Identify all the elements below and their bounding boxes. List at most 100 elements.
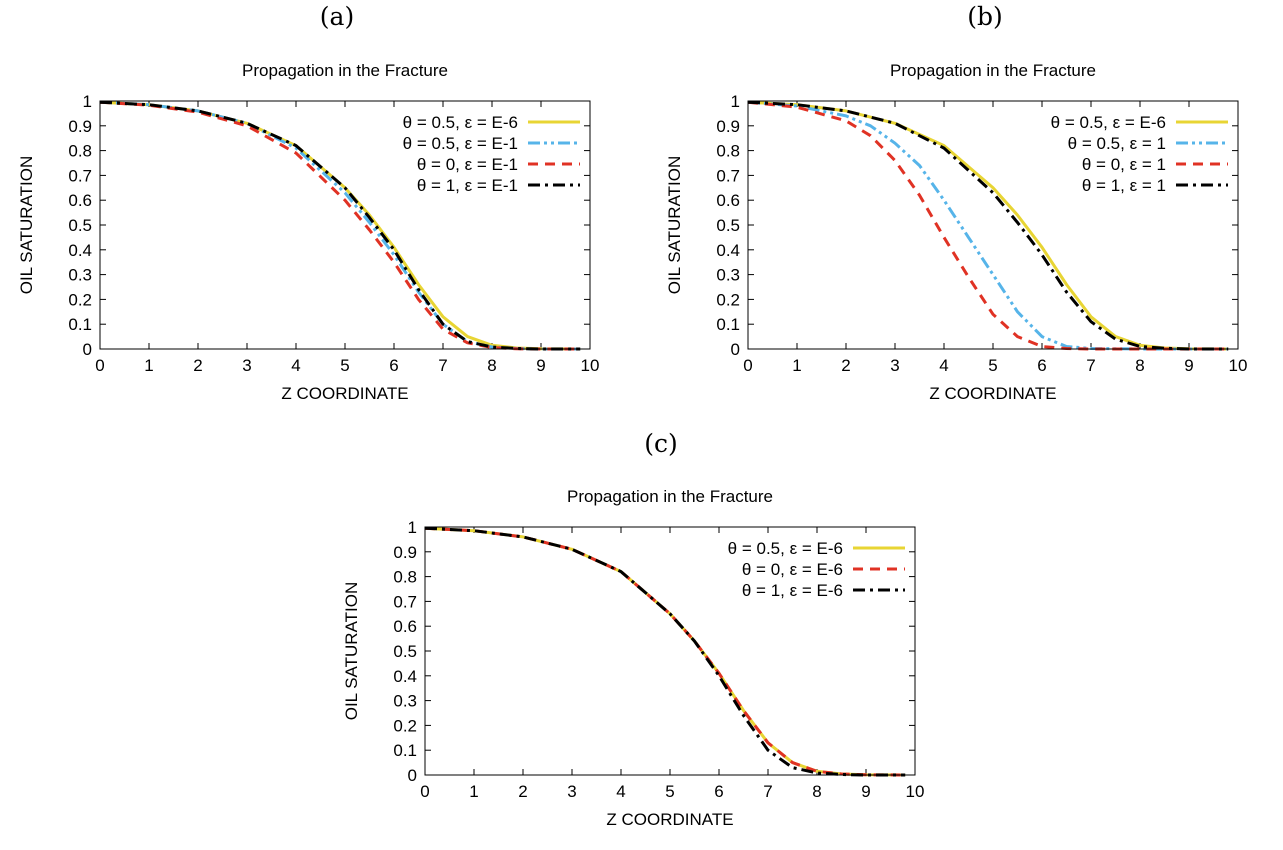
y-tick-label: 0.2 (68, 290, 92, 309)
x-tick-label: 0 (743, 356, 752, 375)
y-tick-label: 0.8 (68, 142, 92, 161)
y-tick-label: 0.2 (716, 290, 740, 309)
x-tick-label: 3 (890, 356, 899, 375)
y-tick-label: 0 (408, 766, 417, 785)
y-tick-label: 0.3 (393, 692, 417, 711)
y-tick-label: 0.9 (716, 117, 740, 136)
x-tick-label: 8 (1135, 356, 1144, 375)
x-axis-label: Z COORDINATE (929, 384, 1056, 403)
chart-title: Propagation in the Fracture (242, 61, 448, 80)
legend-label: θ = 0, ε = E-1 (417, 155, 518, 174)
chart-title: Propagation in the Fracture (890, 61, 1096, 80)
x-tick-label: 7 (1086, 356, 1095, 375)
series-line (747, 100, 1229, 351)
x-tick-label: 1 (469, 782, 478, 801)
legend-label: θ = 0.5, ε = E-6 (1051, 113, 1166, 132)
panel-label-b: (b) (967, 2, 1003, 31)
legend-label: θ = 1, ε = E-6 (742, 581, 843, 600)
y-tick-label: 0.1 (393, 741, 417, 760)
y-tick-label: 0.7 (716, 166, 740, 185)
y-tick-label: 0.1 (68, 315, 92, 334)
y-tick-label: 0.3 (68, 266, 92, 285)
legend-label: θ = 1, ε = 1 (1082, 176, 1166, 195)
y-tick-label: 0.5 (393, 642, 417, 661)
y-tick-label: 0.9 (68, 117, 92, 136)
y-tick-label: 1 (731, 92, 740, 111)
y-tick-label: 0.9 (393, 543, 417, 562)
y-tick-label: 0.7 (393, 592, 417, 611)
plot-frame (424, 526, 916, 776)
x-tick-label: 2 (518, 782, 527, 801)
y-tick-label: 0.8 (393, 568, 417, 587)
x-tick-label: 7 (438, 356, 447, 375)
x-tick-label: 2 (841, 356, 850, 375)
y-tick-label: 0.6 (68, 191, 92, 210)
x-tick-label: 10 (1229, 356, 1248, 375)
y-tick-label: 0.3 (716, 266, 740, 285)
chart-title: Propagation in the Fracture (567, 487, 773, 506)
x-tick-label: 9 (1184, 356, 1193, 375)
legend-label: θ = 0.5, ε = E-1 (403, 134, 518, 153)
y-tick-label: 1 (83, 92, 92, 111)
y-tick-label: 0.4 (68, 241, 92, 260)
x-tick-label: 0 (95, 356, 104, 375)
y-tick-label: 0.6 (393, 617, 417, 636)
series-line (747, 100, 1229, 351)
y-tick-label: 0.4 (393, 667, 417, 686)
x-tick-label: 10 (581, 356, 600, 375)
legend-label: θ = 0.5, ε = E-6 (728, 539, 843, 558)
x-tick-label: 4 (616, 782, 625, 801)
x-tick-label: 6 (389, 356, 398, 375)
x-tick-label: 8 (487, 356, 496, 375)
y-tick-label: 1 (408, 518, 417, 537)
x-tick-label: 2 (193, 356, 202, 375)
x-tick-label: 5 (988, 356, 997, 375)
y-tick-label: 0.5 (716, 216, 740, 235)
legend-label: θ = 0.5, ε = 1 (1068, 134, 1166, 153)
legend-label: θ = 0, ε = 1 (1082, 155, 1166, 174)
y-axis-label: OIL SATURATION (665, 156, 684, 295)
y-tick-label: 0.7 (68, 166, 92, 185)
x-tick-label: 4 (939, 356, 948, 375)
legend-label: θ = 0, ε = E-6 (742, 560, 843, 579)
y-tick-label: 0 (731, 340, 740, 359)
x-tick-label: 9 (861, 782, 870, 801)
series-line (424, 526, 906, 777)
y-tick-label: 0 (83, 340, 92, 359)
x-tick-label: 3 (567, 782, 576, 801)
x-tick-label: 8 (812, 782, 821, 801)
panel-label-c: (c) (644, 429, 678, 458)
x-tick-label: 5 (665, 782, 674, 801)
y-tick-label: 0.6 (716, 191, 740, 210)
x-tick-label: 3 (242, 356, 251, 375)
x-tick-label: 1 (144, 356, 153, 375)
x-tick-label: 4 (291, 356, 300, 375)
x-tick-label: 9 (536, 356, 545, 375)
x-tick-label: 10 (906, 782, 925, 801)
series-line (99, 100, 581, 351)
y-axis-label: OIL SATURATION (17, 156, 36, 295)
legend-label: θ = 0.5, ε = E-6 (403, 113, 518, 132)
x-tick-label: 0 (420, 782, 429, 801)
x-axis-label: Z COORDINATE (606, 810, 733, 829)
y-tick-label: 0.4 (716, 241, 740, 260)
y-tick-label: 0.5 (68, 216, 92, 235)
y-tick-label: 0.8 (716, 142, 740, 161)
y-axis-label: OIL SATURATION (342, 582, 361, 721)
plot-frame (747, 100, 1239, 350)
plot-frame (99, 100, 591, 350)
x-tick-label: 1 (792, 356, 801, 375)
y-tick-label: 0.1 (716, 315, 740, 334)
panel-label-a: (a) (320, 2, 354, 31)
x-tick-label: 6 (714, 782, 723, 801)
x-axis-label: Z COORDINATE (281, 384, 408, 403)
legend-label: θ = 1, ε = E-1 (417, 176, 518, 195)
x-tick-label: 7 (763, 782, 772, 801)
x-tick-label: 5 (340, 356, 349, 375)
y-tick-label: 0.2 (393, 716, 417, 735)
x-tick-label: 6 (1037, 356, 1046, 375)
